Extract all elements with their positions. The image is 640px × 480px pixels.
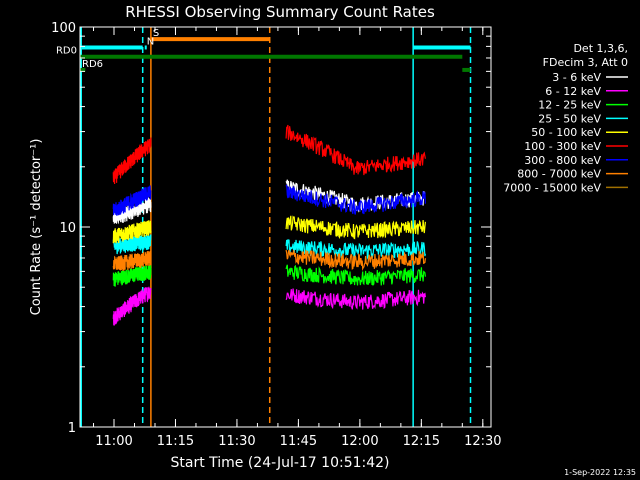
legend-entry-label-3: 12 - 25 keV [538,99,601,112]
series-4-segment-2 [285,239,426,260]
y-axis-label: Count Rate (s⁻¹ detector⁻¹) [29,139,44,316]
legend-entry-label-2: 6 - 12 keV [545,85,601,98]
legend-header-line-2: FDecim 3, Att 0 [543,56,628,69]
chart-title: RHESSI Observing Summary Count Rates [125,3,435,21]
timestamp: 1-Sep-2022 12:35 [564,468,636,477]
status-bar-label-6: RD6 [82,59,103,70]
status-bar-label-3: S [153,28,159,39]
series-2-segment-1 [112,286,152,326]
series-7-segment-2 [285,184,426,215]
x-tick-label-3: 11:45 [280,434,317,449]
x-tick-label-1: 11:15 [157,434,194,449]
series-6-segment-1 [112,137,152,185]
legend-entry-label-7: 300 - 800 keV [524,154,601,167]
y-tick-label-1: 10 [59,221,76,236]
series-8-segment-1 [112,250,152,271]
legend-entry-label-9: 7000 - 15000 keV [503,181,601,194]
status-bar-label-5: RD0 [56,46,77,57]
legend-entry-label-5: 50 - 100 keV [531,126,601,139]
legend-entry-label-6: 100 - 300 keV [524,140,601,153]
y-tick-label-0: 1 [68,421,76,436]
series-6-segment-2 [285,124,426,176]
legend-header-line-1: Det 1,3,6, [573,42,628,55]
series-5-segment-2 [285,215,426,240]
legend-entry-label-4: 25 - 50 keV [538,112,601,125]
x-axis-label: Start Time (24-Jul-17 10:51:42) [170,455,389,471]
y-tick-label-2: 100 [51,21,76,36]
series-4-segment-1 [112,234,152,255]
x-tick-label-4: 12:00 [341,434,378,449]
legend-entry-label-8: 800 - 7000 keV [517,168,601,181]
series-8-segment-2 [285,249,426,271]
axis-ticks: 11:00 11:15 11:30 11:45 12:00 12:15 12:30 1 10 10… [51,21,501,449]
legend-entry-label-1: 3 - 6 keV [552,71,601,84]
series-1-segment-1 [112,197,152,225]
series-2-segment-2 [285,288,426,310]
x-tick-label-2: 11:30 [218,434,255,449]
series-3-segment-2 [285,264,426,287]
x-tick-label-0: 11:00 [95,434,132,449]
x-tick-label-6: 12:30 [464,434,501,449]
series-7-segment-1 [112,185,152,216]
x-tick-label-5: 12:15 [403,434,440,449]
status-bar-label-4: N [147,36,154,47]
series-3-segment-1 [112,264,152,287]
series-5-segment-1 [112,220,152,244]
data-layer: SN RD0 RD6 [56,27,472,427]
